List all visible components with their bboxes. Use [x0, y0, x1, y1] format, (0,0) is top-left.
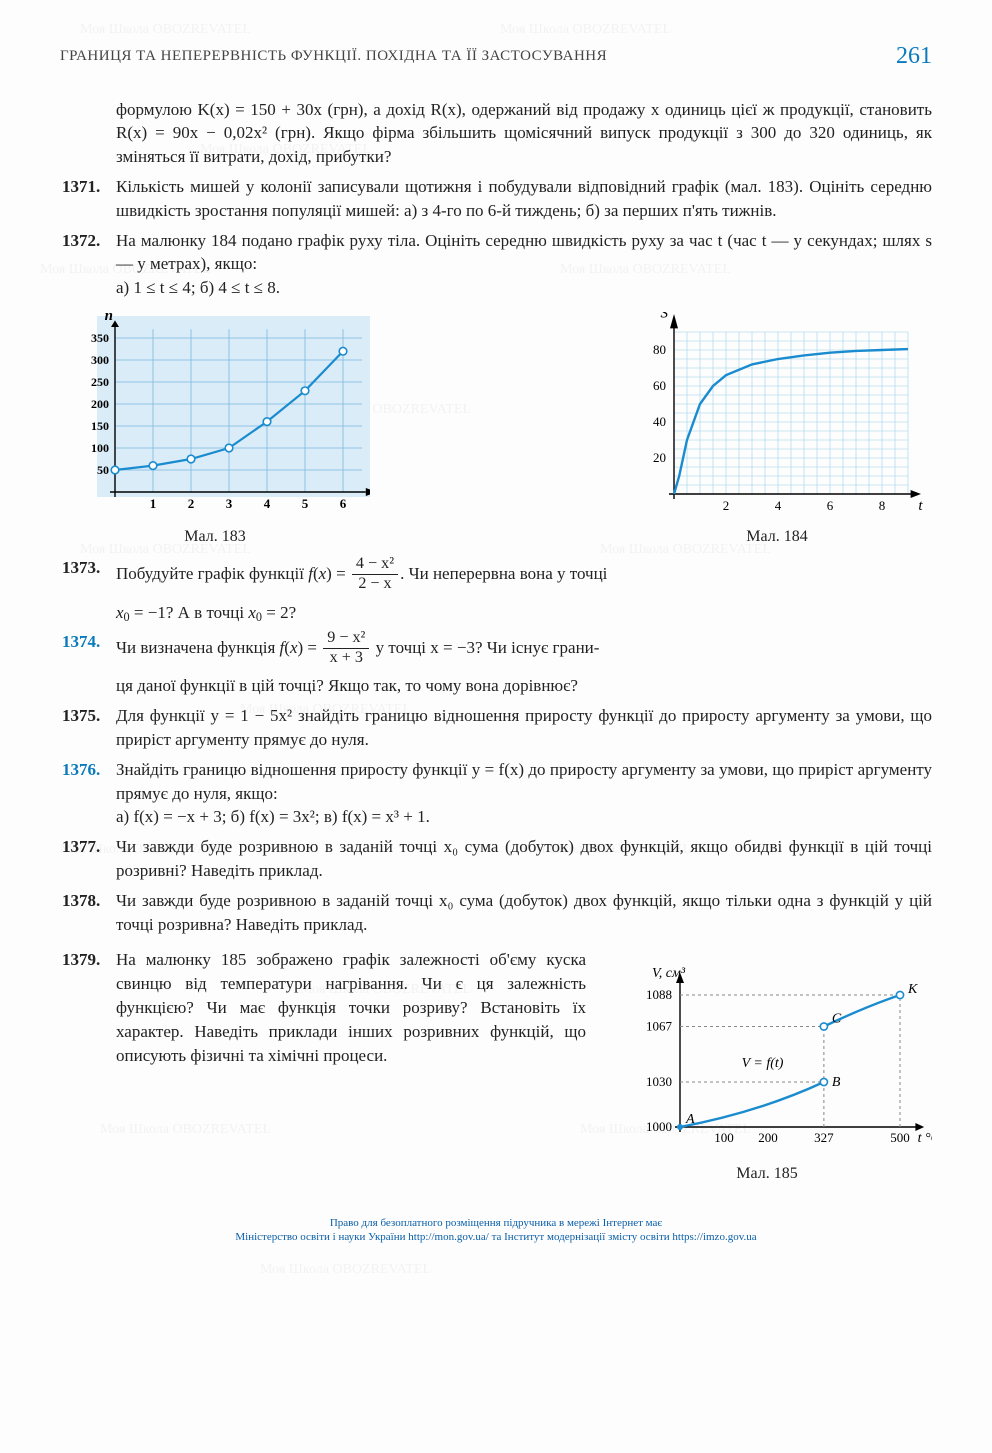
svg-text:4: 4 [264, 496, 271, 511]
fraction: 4 − x² 2 − x [352, 555, 398, 593]
svg-text:8: 8 [879, 498, 886, 513]
task-1376: 1376. Знайдіть границю відношення прирос… [60, 758, 932, 829]
page-number: 261 [896, 40, 932, 74]
figure-184: 20 40 60 80 2 4 6 8 St Мал. 184 [622, 312, 932, 548]
fraction: 9 − x² x + 3 [323, 629, 369, 667]
page-footer: Право для безоплатного розміщення підруч… [60, 1216, 932, 1246]
task-1377: 1377. Чи завжди буде розривною в заданій… [60, 835, 932, 883]
task-1378: 1378. Чи завжди буде розривною в заданій… [60, 889, 932, 937]
chart-183: 50100150200250300350123456nt [60, 312, 370, 522]
svg-text:S: S [661, 312, 669, 322]
task-num: 1371. [60, 175, 116, 223]
svg-text:3: 3 [226, 496, 233, 511]
figure-183: 50100150200250300350123456nt Мал. 183 [60, 312, 370, 548]
task-num: 1373. [60, 556, 116, 594]
svg-text:100: 100 [714, 1130, 734, 1145]
task-body: Чи завжди буде розривною в заданій точці… [116, 835, 932, 883]
task-1379-row: 1379. На малюнку 185 зображено графік за… [60, 942, 932, 1185]
chart-184: 20 40 60 80 2 4 6 8 St [622, 312, 932, 522]
header-title: ГРАНИЦЯ ТА НЕПЕРЕРВНІСТЬ ФУНКЦІЇ. ПОХІДН… [60, 46, 607, 67]
svg-text:20: 20 [653, 450, 666, 465]
task-1379: 1379. На малюнку 185 зображено графік за… [60, 948, 586, 1067]
svg-text:40: 40 [653, 414, 666, 429]
figure-185: 1000 1030 1067 1088 100 200 327 500 V, см³ t °C A B… [602, 942, 932, 1185]
svg-text:t: t [918, 498, 923, 514]
svg-text:1000: 1000 [646, 1119, 672, 1134]
svg-text:50: 50 [97, 463, 109, 477]
footer-line2: Міністерство освіти і науки України http… [60, 1230, 932, 1245]
svg-text:1: 1 [150, 496, 157, 511]
svg-text:6: 6 [827, 498, 834, 513]
svg-text:150: 150 [91, 419, 109, 433]
svg-text:1088: 1088 [646, 987, 672, 1002]
fig183-caption: Мал. 183 [60, 526, 370, 548]
task-1372: 1372. На малюнку 184 подано графік руху … [60, 229, 932, 300]
svg-text:250: 250 [91, 375, 109, 389]
task-num: 1377. [60, 835, 116, 883]
task-body: На малюнку 184 подано графік руху тіла. … [116, 229, 932, 300]
svg-text:200: 200 [91, 397, 109, 411]
svg-text:C: C [832, 1012, 842, 1027]
svg-text:6: 6 [340, 496, 347, 511]
fig184-caption: Мал. 184 [622, 526, 932, 548]
svg-text:V = f(t): V = f(t) [742, 1056, 784, 1071]
svg-text:200: 200 [758, 1130, 778, 1145]
task-1371: 1371. Кількість мишей у колонії записува… [60, 175, 932, 223]
task-body: Кількість мишей у колонії записували щот… [116, 175, 932, 223]
svg-text:4: 4 [775, 498, 782, 513]
task-1373: 1373. Побудуйте графік функції f(x) = 4 … [60, 556, 932, 594]
svg-text:2: 2 [188, 496, 195, 511]
svg-text:1067: 1067 [646, 1019, 673, 1034]
svg-text:A: A [685, 1112, 695, 1127]
intro-continuation: формулою K(x) = 150 + 30x (грн), а дохід… [60, 98, 932, 169]
task-num: 1372. [60, 229, 116, 300]
task-body: Знайдіть границю відношення приросту фун… [116, 758, 932, 829]
task-num: 1378. [60, 889, 116, 937]
chart-185: 1000 1030 1067 1088 100 200 327 500 V, см³ t °C A B… [602, 942, 932, 1152]
svg-text:100: 100 [91, 441, 109, 455]
task-num: 1374. [60, 630, 116, 668]
page-header: ГРАНИЦЯ ТА НЕПЕРЕРВНІСТЬ ФУНКЦІЇ. ПОХІДН… [60, 40, 932, 74]
task-num: 1375. [60, 704, 116, 752]
task-body: Чи завжди буде розривною в заданій точці… [116, 889, 932, 937]
task-body: Для функції y = 1 − 5x² знайдіть границю… [116, 704, 932, 752]
task-1374: 1374. Чи визначена функція f(x) = 9 − x²… [60, 630, 932, 668]
task-num: 1376. [60, 758, 116, 829]
svg-text:350: 350 [91, 331, 109, 345]
svg-text:1030: 1030 [646, 1074, 672, 1089]
task-body: На малюнку 185 зображено графік залежнос… [116, 948, 586, 1067]
svg-text:80: 80 [653, 342, 666, 357]
footer-line1: Право для безоплатного розміщення підруч… [60, 1216, 932, 1231]
svg-text:2: 2 [723, 498, 730, 513]
svg-text:n: n [105, 312, 113, 324]
svg-text:327: 327 [814, 1130, 834, 1145]
svg-text:K: K [907, 982, 918, 997]
task-body: Побудуйте графік функції f(x) = 4 − x² 2… [116, 556, 932, 594]
fig185-caption: Мал. 185 [602, 1163, 932, 1185]
figures-row-183-184: 50 100 150 200 250 300 350 1 2 3 4 5 6 n t Мал. 183 20… [60, 312, 932, 548]
svg-text:V, см³: V, см³ [652, 966, 686, 981]
task-body: Чи визначена функція f(x) = 9 − x² x + 3… [116, 630, 932, 668]
svg-text:60: 60 [653, 378, 666, 393]
svg-text:300: 300 [91, 353, 109, 367]
svg-text:500: 500 [890, 1130, 910, 1145]
svg-text:5: 5 [302, 496, 309, 511]
svg-text:B: B [832, 1075, 841, 1090]
task-1373-line2: x0 = −1? А в точці x0 = 2? [60, 601, 932, 625]
task-1375: 1375. Для функції y = 1 − 5x² знайдіть г… [60, 704, 932, 752]
svg-text:t °C: t °C [918, 1131, 932, 1146]
task-num: 1379. [60, 948, 116, 1067]
task-1374-line2: ця даної функції в цій точці? Якщо так, … [60, 674, 932, 698]
